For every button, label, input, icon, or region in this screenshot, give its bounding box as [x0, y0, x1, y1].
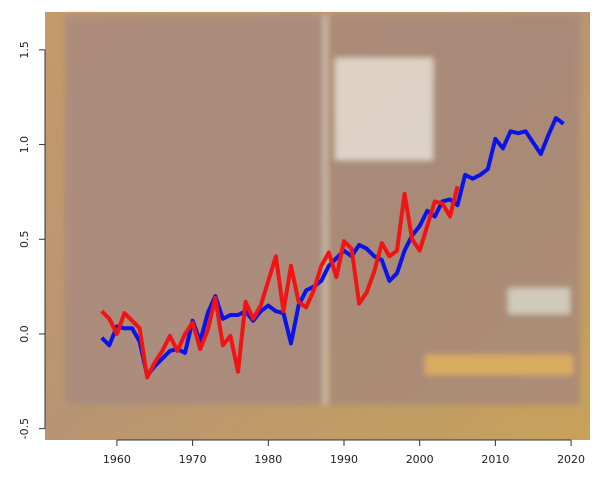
series-line [100, 185, 460, 380]
y-tick-label: 0.5 [18, 231, 31, 249]
x-tick-label: 1960 [103, 453, 131, 466]
x-tick-label: 2000 [406, 453, 434, 466]
y-tick-label: 1.0 [18, 136, 31, 154]
y-tick-label: 0.0 [18, 325, 31, 343]
y-tick-label: 1.5 [18, 41, 31, 59]
x-tick-label: 1990 [330, 453, 358, 466]
x-tick-label: 2010 [481, 453, 509, 466]
background-photo [45, 12, 590, 440]
y-tick-label: -0.5 [18, 418, 31, 439]
x-tick-label: 1970 [179, 453, 207, 466]
x-tick-label: 2020 [557, 453, 585, 466]
x-tick-label: 1980 [254, 453, 282, 466]
